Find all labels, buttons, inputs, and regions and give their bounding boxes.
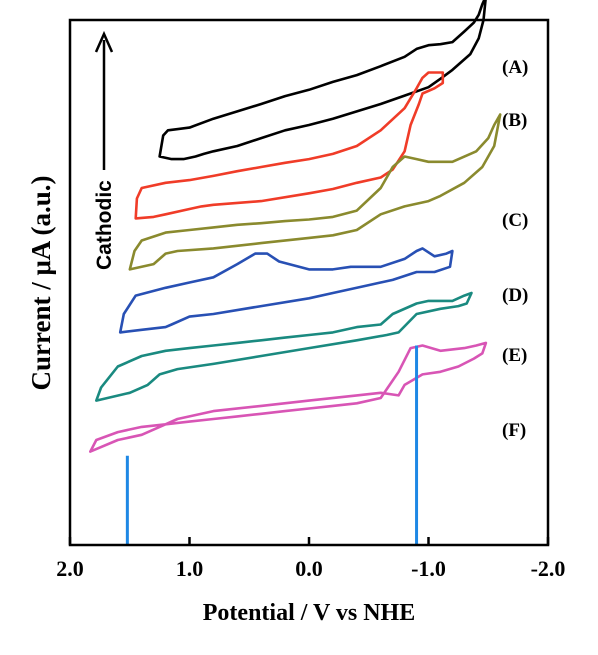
curve-label-e: (E) (502, 345, 527, 366)
curves-layer (89, 0, 502, 453)
markers-layer (125, 345, 419, 545)
cv-curve-c (128, 113, 502, 271)
curve-label-b: (B) (502, 110, 527, 131)
curve-label-c: (C) (502, 210, 528, 231)
x-tick-label: 2.0 (56, 556, 84, 581)
cv-curve-a (158, 0, 487, 161)
x-tick-label: 1.0 (176, 556, 204, 581)
x-ticks: 2.0 1.0 0.0 -1.0 -2.0 (56, 537, 565, 581)
cv-curve-e (95, 291, 473, 402)
x-tick-label: -2.0 (531, 556, 566, 581)
curve-label-d: (D) (502, 285, 528, 306)
y-axis-title: Current / μA (a.u.) (26, 175, 56, 390)
curve-label-a: (A) (502, 57, 528, 78)
cathodic-annotation: Cathodic (93, 30, 116, 270)
cathodic-arrow-icon (94, 30, 114, 53)
curve-label-f: (F) (502, 420, 526, 441)
curve-labels: (A) (B) (C) (D) (E) (F) (502, 57, 528, 441)
cv-curve-f (89, 341, 488, 453)
x-tick-label: 0.0 (295, 556, 323, 581)
cv-curve-d (118, 247, 454, 334)
x-tick-label: -1.0 (411, 556, 446, 581)
cv-curve-b (134, 71, 445, 220)
x-axis-title: Potential / V vs NHE (203, 600, 415, 626)
plot-frame (68, 18, 550, 547)
cathodic-label: Cathodic (93, 180, 116, 270)
